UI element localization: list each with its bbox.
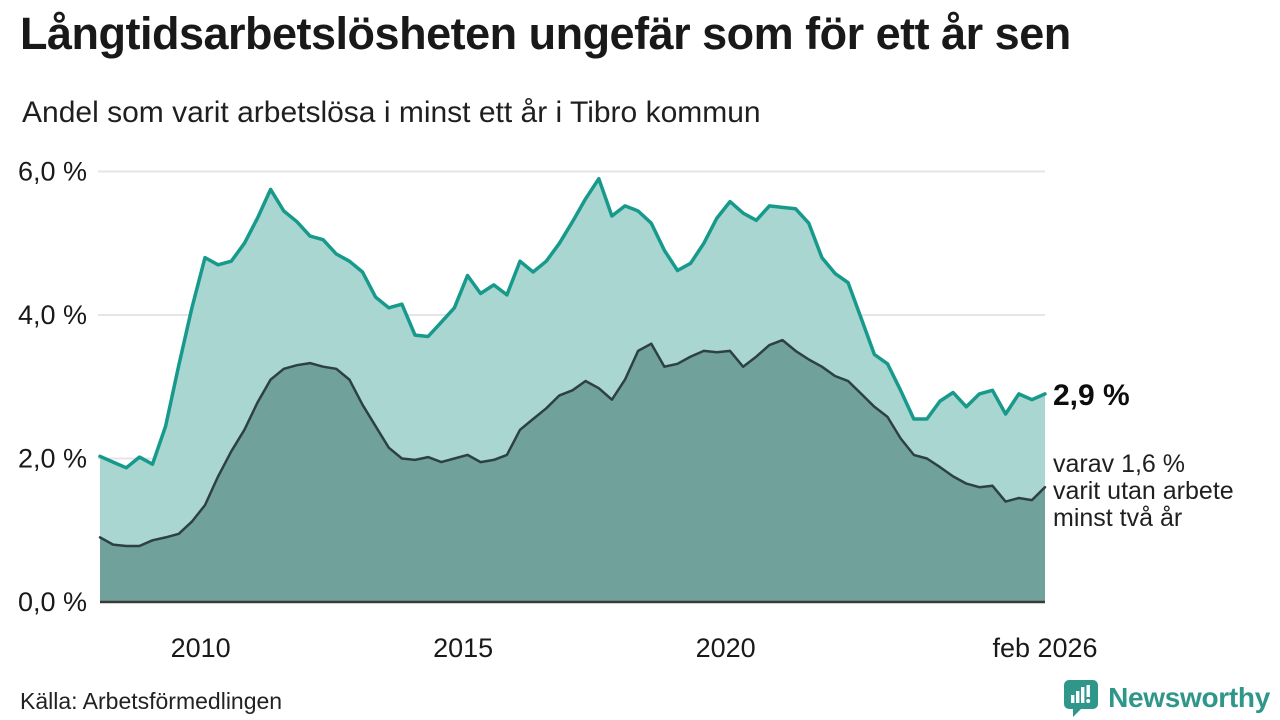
x-axis-label: 2015 bbox=[433, 633, 493, 663]
logo-exclamation bbox=[1086, 685, 1090, 697]
logo-bar-1 bbox=[1071, 695, 1075, 703]
y-axis-label: 0,0 % bbox=[18, 587, 87, 617]
sublabel-line-3: minst två år bbox=[1053, 504, 1183, 532]
series-line-min-2yr bbox=[98, 338, 1047, 548]
page-title: Långtidsarbetslösheten ungefär som för e… bbox=[20, 8, 1071, 59]
logo-bar-3 bbox=[1081, 687, 1085, 703]
chart-subtitle: Andel som varit arbetslösa i minst ett å… bbox=[22, 96, 761, 129]
x-axis-label: 2010 bbox=[171, 633, 231, 663]
sublabel-line-2: varit utan arbete bbox=[1053, 477, 1234, 505]
logo-exclamation-dot bbox=[1086, 699, 1091, 703]
logo-bar-2 bbox=[1076, 691, 1080, 703]
source-note: Källa: Arbetsförmedlingen bbox=[20, 688, 283, 714]
end-value-sublabel: varav 1,6 % varit utan arbete minst två … bbox=[1053, 451, 1234, 532]
series-area-min-2yr bbox=[100, 340, 1045, 602]
y-axis-label: 4,0 % bbox=[18, 300, 87, 330]
y-axis-label: 6,0 % bbox=[18, 157, 87, 187]
brand-name: Newsworthy bbox=[1108, 682, 1270, 713]
newsworthy-icon bbox=[1064, 680, 1099, 717]
y-axis-label: 2,0 % bbox=[18, 444, 87, 474]
x-axis-label: feb 2026 bbox=[992, 633, 1097, 663]
sublabel-line-1: varav 1,6 % bbox=[1053, 450, 1186, 478]
end-value-label: 2,9 % bbox=[1053, 379, 1130, 412]
x-axis-label: 2020 bbox=[696, 633, 756, 663]
brand-logo: Newsworthy bbox=[1062, 678, 1270, 718]
series-line-min-1yr bbox=[98, 176, 1047, 470]
